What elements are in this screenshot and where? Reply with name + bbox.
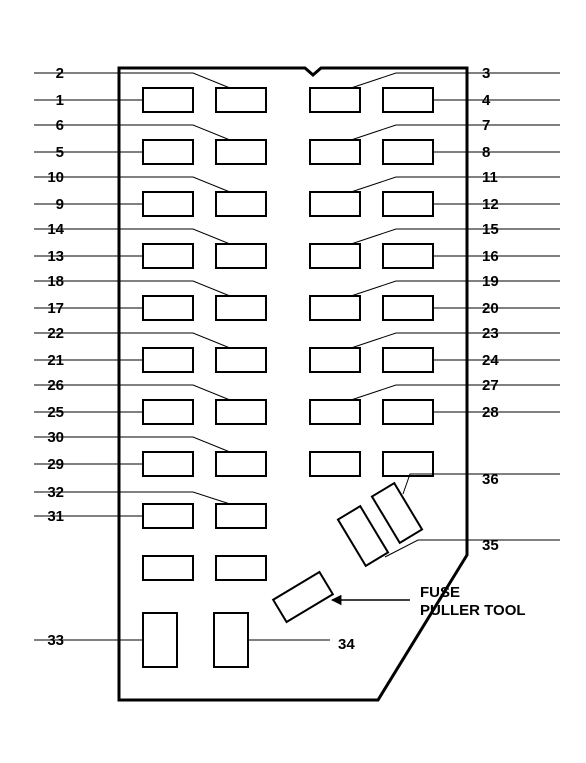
- fuse-slot: [383, 88, 433, 112]
- callout-label: 27: [482, 377, 499, 394]
- fuse-slot: [143, 192, 193, 216]
- leader-line: [351, 177, 560, 192]
- fuse-slot: [383, 400, 433, 424]
- fuse-slot: [383, 296, 433, 320]
- fuse-slot: [143, 400, 193, 424]
- fuse-slot-tilted: [338, 506, 388, 566]
- callout-label: 23: [482, 325, 499, 342]
- callout-label: 22: [47, 325, 64, 342]
- fuse-slot: [143, 244, 193, 268]
- callout-label: 35: [482, 537, 499, 554]
- callout-label: 26: [47, 377, 64, 394]
- puller-label: FUSE: [420, 584, 460, 601]
- callout-label: 21: [47, 352, 64, 369]
- callout-label: 4: [482, 92, 491, 109]
- callout-label: 17: [47, 300, 64, 317]
- callout-label: 29: [47, 456, 64, 473]
- callout-label: 10: [47, 169, 64, 186]
- fuse-slot: [310, 244, 360, 268]
- callout-label: 18: [47, 273, 64, 290]
- fuse-slot: [143, 140, 193, 164]
- callout-label: 32: [47, 484, 64, 501]
- callout-label: 7: [482, 117, 490, 134]
- fuse-slot: [310, 88, 360, 112]
- fuse-box-diagram: 2165109141318172221262530293231333478111…: [0, 0, 586, 763]
- fuse-slot: [216, 348, 266, 372]
- fuse-slot: [383, 244, 433, 268]
- fuse-slot: [143, 88, 193, 112]
- callout-label: 34: [338, 636, 355, 653]
- leader-line: [385, 540, 560, 557]
- callout-label: 19: [482, 273, 499, 290]
- fuse-slot: [216, 88, 266, 112]
- leader-line: [351, 385, 560, 400]
- fuse-slot: [143, 556, 193, 580]
- fuse-slot: [216, 140, 266, 164]
- callout-label: 30: [47, 429, 64, 446]
- callout-label: 15: [482, 221, 499, 238]
- fuse-slot: [383, 192, 433, 216]
- fuse-slot: [216, 244, 266, 268]
- leader-line: [351, 333, 560, 348]
- fuse-slot: [310, 140, 360, 164]
- fuse-slot: [216, 504, 266, 528]
- fuse-slot: [216, 556, 266, 580]
- fuse-slot: [383, 348, 433, 372]
- callout-label: 3: [482, 65, 490, 82]
- fuse-slot: [216, 400, 266, 424]
- panel-outline: [119, 68, 467, 700]
- callout-label: 2: [56, 65, 64, 82]
- fuse-slot: [143, 348, 193, 372]
- fuse-slot-tall: [143, 613, 177, 667]
- fuse-slot-tilted: [372, 483, 422, 543]
- callout-label: 6: [56, 117, 64, 134]
- callout-label: 11: [482, 169, 498, 186]
- fuse-slot: [310, 400, 360, 424]
- callout-label: 36: [482, 471, 499, 488]
- leader-line: [351, 229, 560, 244]
- puller-label: PULLER TOOL: [420, 602, 526, 619]
- callout-label: 28: [482, 404, 499, 421]
- fuse-slot: [383, 452, 433, 476]
- fuse-slot: [143, 452, 193, 476]
- callout-label: 1: [56, 92, 64, 109]
- fuse-slot: [216, 452, 266, 476]
- fuse-slot: [310, 296, 360, 320]
- callout-label: 16: [482, 248, 499, 265]
- callout-label: 9: [56, 196, 64, 213]
- fuse-slot: [216, 192, 266, 216]
- fuse-slot-tall: [214, 613, 248, 667]
- callout-label: 24: [482, 352, 499, 369]
- callout-label: 13: [47, 248, 64, 265]
- fuse-puller-slot: [273, 572, 333, 622]
- fuse-slot: [143, 296, 193, 320]
- leader-line: [351, 125, 560, 140]
- fuse-slot: [310, 192, 360, 216]
- callout-label: 8: [482, 144, 490, 161]
- callout-label: 20: [482, 300, 499, 317]
- fuse-slot: [310, 348, 360, 372]
- callout-label: 14: [47, 221, 64, 238]
- callout-label: 31: [47, 508, 64, 525]
- fuse-slot: [383, 140, 433, 164]
- fuse-slot: [216, 296, 266, 320]
- fuse-slot: [310, 452, 360, 476]
- callout-label: 12: [482, 196, 499, 213]
- callout-label: 33: [47, 632, 64, 649]
- callout-label: 5: [56, 144, 64, 161]
- leader-line: [351, 281, 560, 296]
- fuse-slot: [143, 504, 193, 528]
- leader-line: [351, 73, 560, 88]
- callout-label: 25: [47, 404, 64, 421]
